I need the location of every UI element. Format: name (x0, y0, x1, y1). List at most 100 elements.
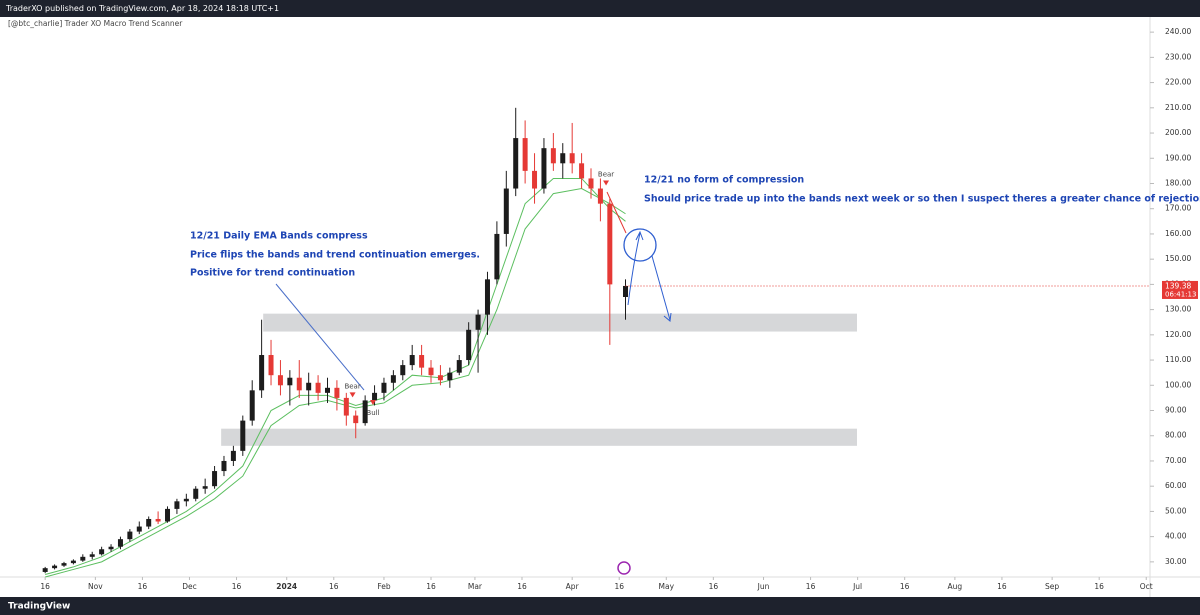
candle-body (623, 285, 629, 297)
candle-body (475, 314, 481, 330)
x-tick-label: 16 (138, 582, 148, 591)
y-tick-label: 230.00 (1165, 52, 1191, 61)
y-tick-label: 80.00 (1165, 431, 1187, 440)
y-tick-label: 190.00 (1165, 153, 1191, 162)
y-tick-label: 150.00 (1165, 254, 1191, 263)
x-tick-label: 16 (900, 582, 910, 591)
x-tick-label: May (659, 582, 675, 591)
x-tick-label: 16 (426, 582, 436, 591)
x-tick-label: Feb (377, 582, 391, 591)
candle-body (390, 375, 396, 383)
x-tick-label: Apr (566, 582, 580, 591)
pointer-line (275, 283, 365, 391)
pointer-line (606, 191, 627, 234)
x-tick-label: Jul (852, 582, 862, 591)
candle-body (522, 138, 528, 171)
candle-body (560, 153, 566, 164)
y-tick-label: 90.00 (1165, 406, 1187, 415)
candle-body (42, 568, 48, 572)
y-tick-label: 60.00 (1165, 481, 1187, 490)
y-tick-label: 100.00 (1165, 380, 1191, 389)
price-tag (1162, 280, 1198, 299)
x-tick-label: Oct (1140, 582, 1153, 591)
y-tick-label: 40.00 (1165, 532, 1187, 541)
candle-body (532, 170, 538, 189)
countdown: 06:41:13 (1165, 290, 1196, 298)
candle-body (579, 163, 585, 179)
x-tick-label: 16 (329, 582, 339, 591)
candle-body (400, 365, 406, 376)
subtitle: [@btc_charlie] Trader XO Macro Trend Sca… (8, 19, 183, 28)
candle-body (447, 372, 453, 381)
y-tick-label: 30.00 (1165, 557, 1187, 566)
candle-body (212, 471, 218, 487)
x-tick-label: 16 (40, 582, 50, 591)
circle-mark (623, 228, 657, 262)
x-tick-label: Sep (1045, 582, 1059, 591)
candle-body (230, 450, 236, 461)
plot (42, 107, 858, 578)
candle-body (419, 355, 425, 368)
candle-body (259, 355, 265, 391)
x-tick-label: 16 (1094, 582, 1104, 591)
signal-marker (369, 399, 376, 405)
candle-body (588, 178, 594, 189)
candle-body (155, 518, 161, 522)
publisher: TraderXO published on TradingView.com, A… (5, 4, 279, 13)
candle-body (550, 148, 556, 164)
candle-body (569, 153, 575, 164)
candle-body (268, 355, 274, 376)
candle-body (456, 360, 462, 373)
candle-body (183, 498, 189, 502)
candle-body (61, 563, 67, 566)
candle-body (70, 560, 76, 564)
signal-label: Bull (366, 409, 379, 417)
candle-body (437, 375, 443, 381)
candle-body (296, 377, 302, 391)
y-tick-label: 50.00 (1165, 506, 1187, 515)
candle-body (174, 501, 180, 509)
event-icon[interactable] (617, 561, 631, 575)
arrow (651, 255, 672, 322)
y-tick-label: 180.00 (1165, 178, 1191, 187)
x-tick-label: 16 (709, 582, 719, 591)
candle-body (409, 355, 415, 366)
x-tick-label: 16 (232, 582, 242, 591)
y-tick-label: 170.00 (1165, 204, 1191, 213)
candle-body (99, 549, 105, 555)
candle-body (607, 203, 613, 285)
candle-body (513, 138, 519, 189)
candle-body (362, 400, 368, 424)
annotation: Should price trade up into the bands nex… (644, 194, 1200, 205)
candle-body (89, 554, 95, 557)
x-tick-label: 16 (614, 582, 624, 591)
logo: TradingView (8, 602, 70, 612)
candle-body (353, 415, 359, 424)
y-tick-label: 130.00 (1165, 305, 1191, 314)
y-tick-label: 120.00 (1165, 330, 1191, 339)
x-tick-label: Mar (468, 582, 483, 591)
y-tick-label: 160.00 (1165, 229, 1191, 238)
y-tick-label: 70.00 (1165, 456, 1187, 465)
y-tick-label: 110.00 (1165, 355, 1191, 364)
candle-body (428, 367, 434, 376)
candle-body (146, 518, 152, 527)
annotation: 12/21 Daily EMA Bands compress (190, 231, 368, 242)
zone (221, 428, 858, 446)
candle-body (494, 233, 500, 280)
annotation: Positive for trend continuation (190, 268, 355, 279)
signal-label: Bear (598, 170, 614, 178)
top-bar (0, 0, 1200, 17)
bottom-bar (0, 597, 1200, 615)
signal-label: Bear (344, 382, 360, 390)
signal-marker (603, 180, 610, 186)
candle-body (503, 188, 509, 234)
candle-body (343, 397, 349, 416)
candle-body (541, 148, 547, 189)
annotation: 12/21 no form of compression (644, 175, 804, 186)
candle-body (127, 531, 133, 540)
candle-body (240, 420, 246, 451)
candle-body (80, 556, 86, 561)
candle-body (372, 392, 378, 401)
